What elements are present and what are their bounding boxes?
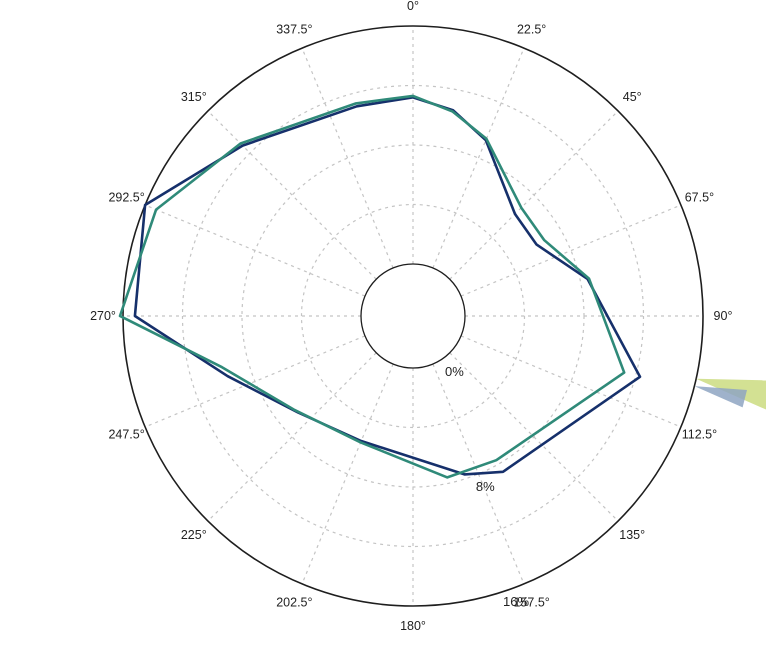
spike-layer bbox=[694, 378, 766, 410]
angle-tick-label: 225° bbox=[181, 528, 207, 542]
angle-tick-label: 337.5° bbox=[276, 23, 312, 37]
angle-tick-label: 292.5° bbox=[108, 190, 144, 204]
inner-ring-circle bbox=[360, 263, 466, 369]
angle-tick-label: 112.5° bbox=[682, 428, 717, 442]
angular-spike bbox=[694, 386, 747, 408]
grid-ring bbox=[181, 84, 645, 548]
grid-spoke bbox=[460, 335, 682, 428]
grid-spoke bbox=[449, 110, 619, 280]
angle-tick-label: 67.5° bbox=[685, 190, 714, 204]
angle-tick-label: 315° bbox=[181, 90, 207, 104]
radial-labels: 0% 8% 16% bbox=[445, 364, 529, 609]
series-line-2 bbox=[118, 94, 626, 479]
inner-ring bbox=[360, 263, 466, 369]
grid-spoke bbox=[301, 363, 394, 585]
radial-tick-label: 16% bbox=[503, 594, 529, 609]
angle-tick-label: 22.5° bbox=[517, 23, 546, 37]
outer-ring-circle bbox=[122, 25, 704, 607]
series-line-1 bbox=[133, 96, 642, 476]
angle-tick-label: 247.5° bbox=[108, 428, 144, 442]
angle-tick-label: 270° bbox=[90, 309, 116, 323]
grid-ring bbox=[300, 203, 526, 429]
outer-ring bbox=[122, 25, 704, 607]
grid-spoke bbox=[432, 47, 525, 269]
series-layer bbox=[118, 94, 642, 479]
angle-tick-label: 45° bbox=[623, 90, 642, 104]
radial-tick-label: 0% bbox=[445, 364, 464, 379]
grid-spoke bbox=[301, 47, 394, 269]
grid-spoke bbox=[207, 352, 377, 522]
angle-tick-label: 135° bbox=[619, 528, 645, 542]
angle-tick-label: 90° bbox=[714, 309, 733, 323]
angle-tick-label: 157.5° bbox=[513, 595, 549, 609]
radial-tick-label: 8% bbox=[476, 479, 495, 494]
angle-labels: 0° 22.5° 45° 67.5° 90° 112.5° 135° 157.5° 180° 20… bbox=[90, 0, 732, 633]
grid-ring bbox=[241, 144, 585, 488]
grid-spoke bbox=[207, 110, 377, 280]
angle-tick-label: 180° bbox=[400, 619, 426, 633]
angle-tick-label: 202.5° bbox=[276, 595, 312, 609]
grid-spoke bbox=[460, 204, 682, 297]
angle-tick-label: 0° bbox=[407, 0, 419, 13]
angular-spike bbox=[696, 378, 766, 410]
